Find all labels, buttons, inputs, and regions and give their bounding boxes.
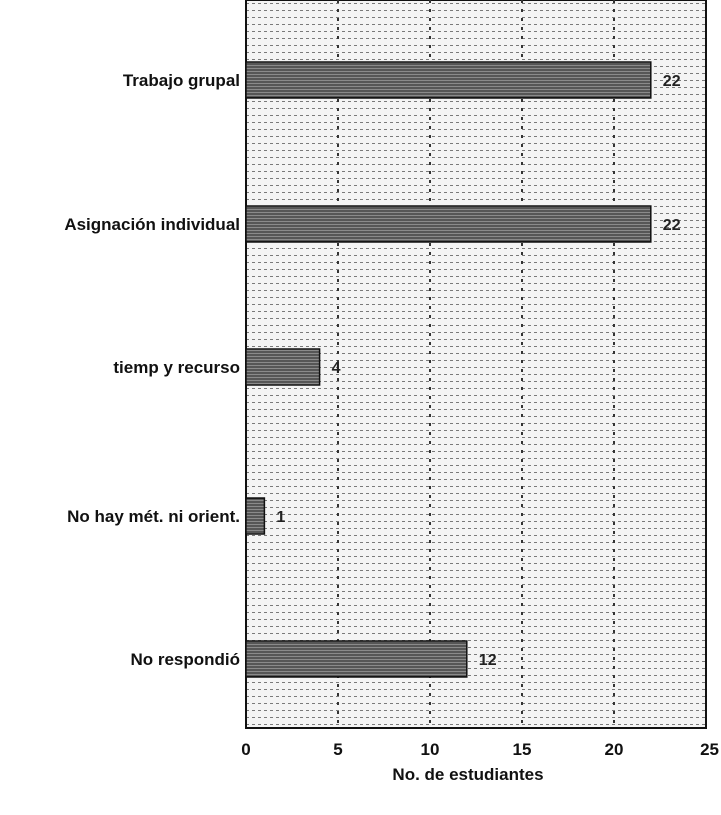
category-label-1: Asignación individual xyxy=(64,215,240,234)
bar-4 xyxy=(245,640,468,678)
bar-2 xyxy=(245,348,321,386)
category-label-2: tiemp y recurso xyxy=(113,358,240,377)
category-label-0: Trabajo grupal xyxy=(123,71,240,90)
bar-3 xyxy=(245,497,266,535)
data-label-1: 22 xyxy=(663,217,681,234)
x-tick-labels: 0 5 10 15 20 25 xyxy=(241,740,719,759)
x-tick-label-4: 20 xyxy=(605,740,624,759)
data-label-2: 4 xyxy=(332,360,341,377)
data-label-3: 1 xyxy=(276,509,285,526)
data-labels: 22 22 4 1 12 xyxy=(276,73,680,669)
data-label-4: 12 xyxy=(479,652,497,669)
bar-0 xyxy=(245,61,652,99)
plot-area xyxy=(245,0,707,729)
category-labels: Trabajo grupal Asignación individual tiemp… xyxy=(64,71,240,669)
x-tick-label-1: 5 xyxy=(333,740,342,759)
x-tick-label-5: 25 xyxy=(700,740,719,759)
x-axis-title: No. de estudiantes xyxy=(392,765,543,784)
data-label-0: 22 xyxy=(663,73,681,90)
category-label-4: No respondió xyxy=(130,650,240,669)
bar-1 xyxy=(245,205,652,243)
x-tick-label-0: 0 xyxy=(241,740,250,759)
category-label-3: No hay mét. ni orient. xyxy=(67,507,240,526)
x-tick-label-2: 10 xyxy=(421,740,440,759)
bars xyxy=(245,61,652,678)
x-tick-label-3: 15 xyxy=(513,740,532,759)
